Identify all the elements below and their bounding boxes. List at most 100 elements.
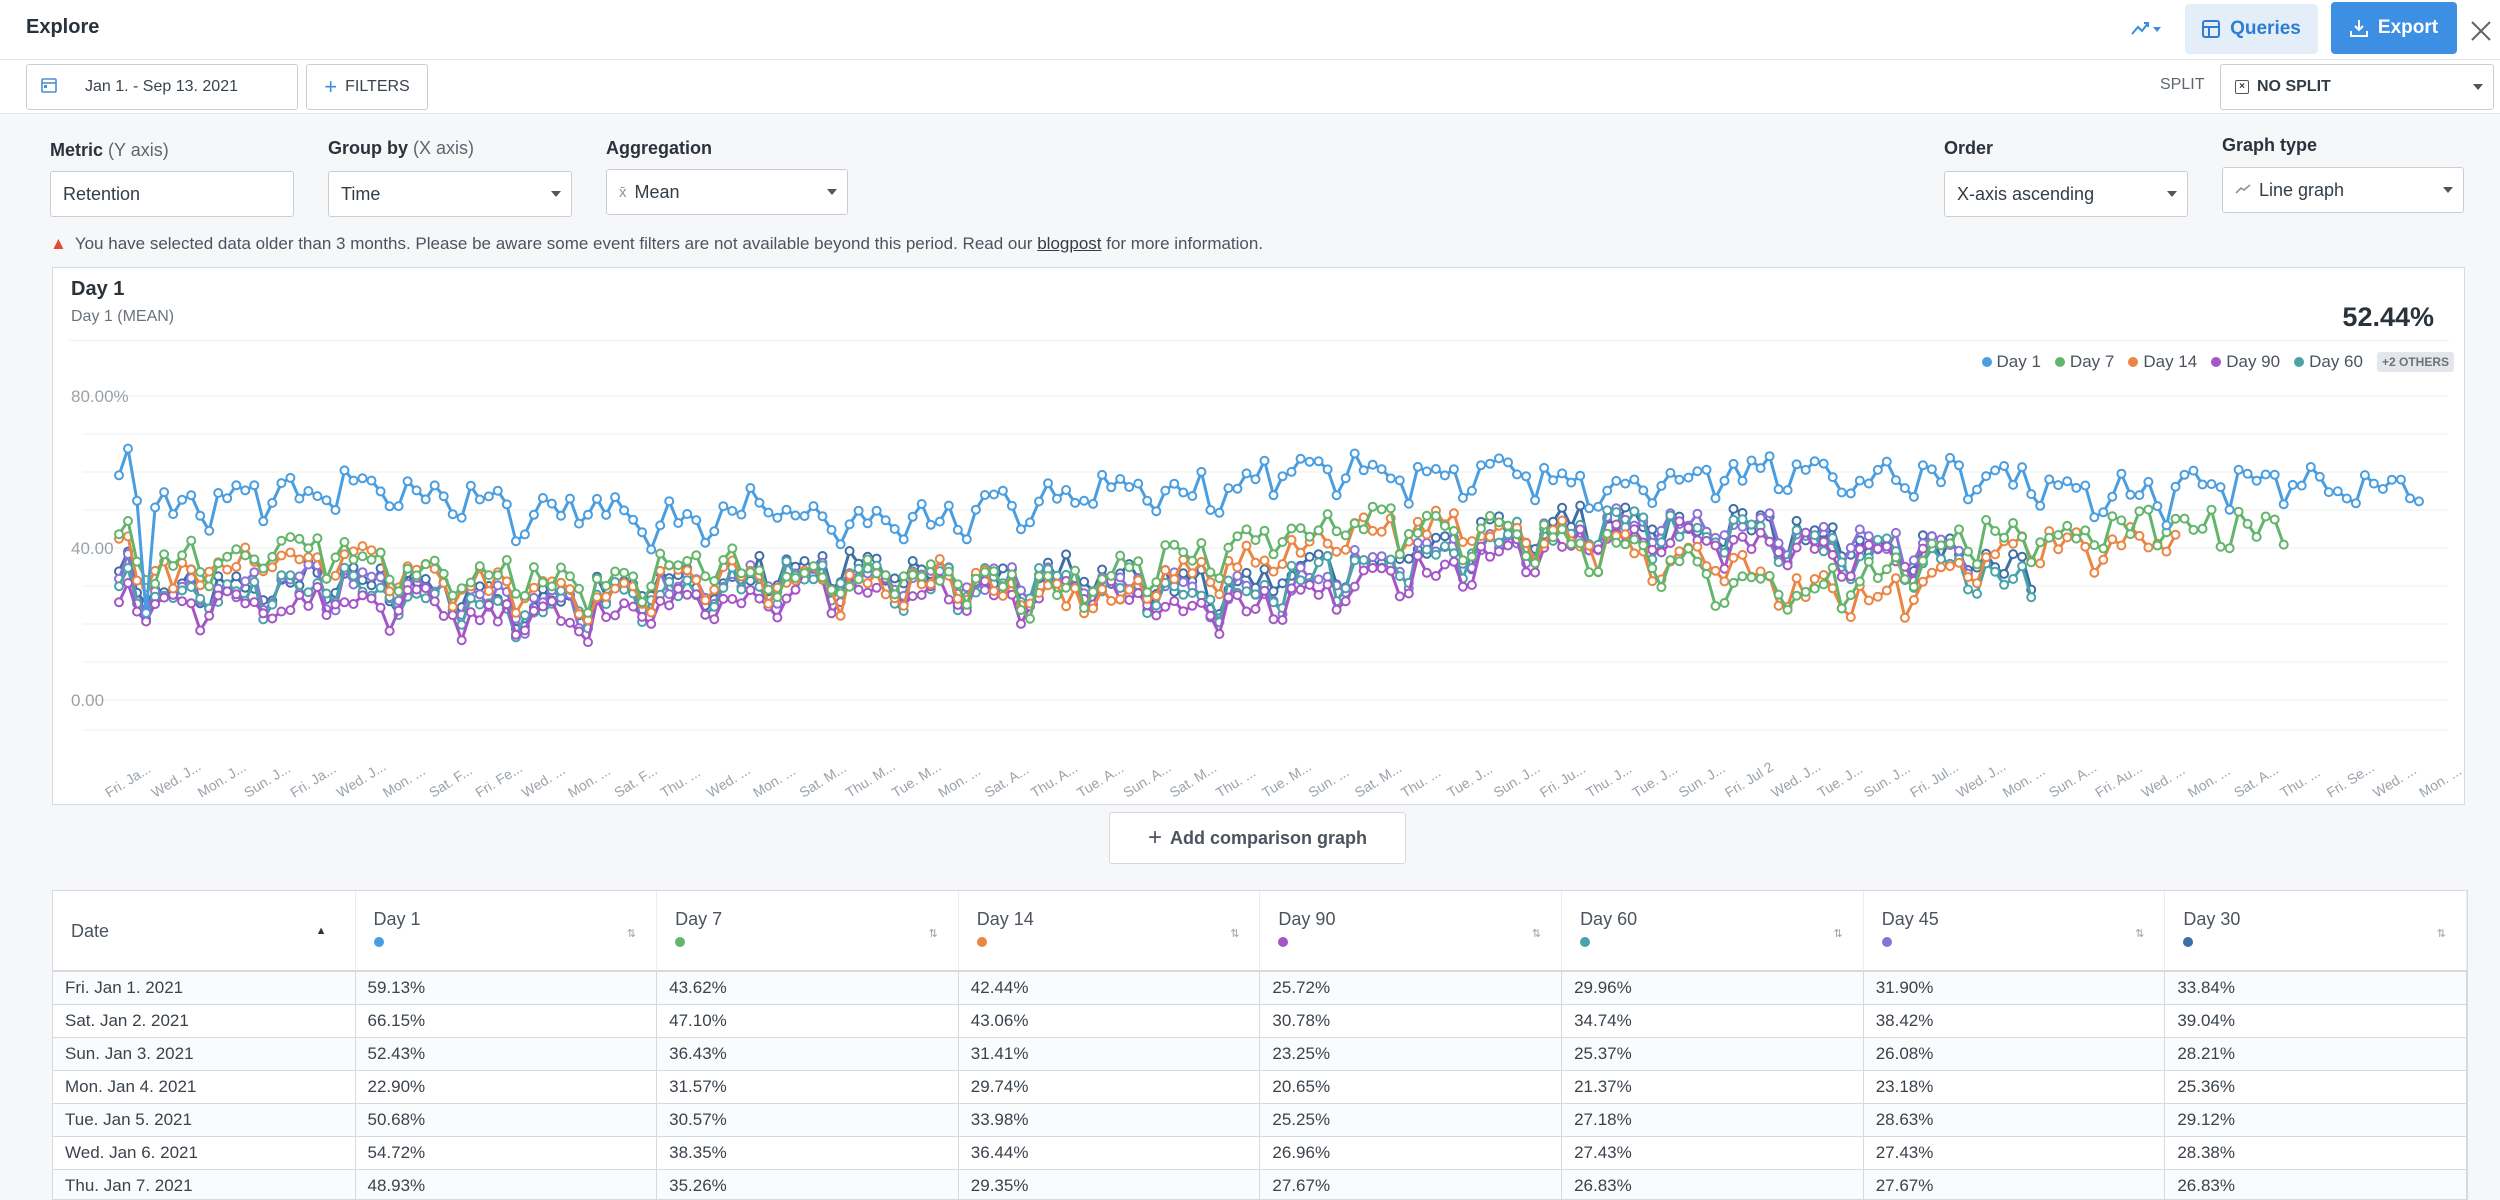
data-point — [907, 511, 918, 522]
data-point — [565, 571, 575, 582]
sort-icon[interactable]: ⇅ — [1531, 928, 1542, 940]
data-point — [411, 570, 422, 581]
sort-icon[interactable]: ⇅ — [2135, 928, 2145, 940]
data-point — [393, 586, 404, 597]
legend-others-badge[interactable]: +2 OTHERS — [2376, 352, 2454, 372]
insight-menu-button[interactable] — [2128, 14, 2164, 44]
column-header-day-14[interactable]: Day 14 ⇅ — [958, 891, 1261, 972]
data-point — [1367, 552, 1378, 562]
data-point — [1773, 557, 1784, 568]
data-point — [1358, 465, 1369, 476]
queries-button[interactable]: Queries — [2185, 4, 2318, 54]
column-header-date[interactable]: Date ▲ — [53, 891, 356, 972]
data-point — [1448, 556, 1459, 567]
data-point — [1241, 468, 1252, 479]
data-point — [1466, 485, 1477, 496]
data-point — [546, 498, 557, 509]
column-header-day-45[interactable]: Day 45 ⇅ — [1863, 891, 2166, 972]
x-tick-label: Tue. M... — [1259, 758, 1314, 801]
data-point — [1611, 519, 1622, 530]
data-point — [1936, 554, 1946, 564]
graph-type-select[interactable]: Line graph — [2222, 167, 2464, 213]
data-point — [2368, 478, 2379, 489]
column-header-day-60[interactable]: Day 60 ⇅ — [1561, 891, 1864, 972]
data-point — [1052, 493, 1062, 504]
sort-icon[interactable]: ⇅ — [1833, 928, 1843, 940]
data-point — [1773, 600, 1784, 611]
split-select[interactable]: × NO SPLIT — [2220, 64, 2494, 110]
column-header-day-1[interactable]: Day 1 ⇅ — [355, 891, 658, 972]
data-point — [1358, 565, 1369, 576]
column-header-day-7[interactable]: Day 7 ⇅ — [656, 891, 959, 972]
data-point — [718, 582, 729, 593]
data-point — [1692, 522, 1703, 533]
chevron-down-icon — [551, 191, 561, 197]
data-point — [438, 611, 449, 621]
data-point — [177, 585, 188, 596]
data-point — [1692, 466, 1703, 477]
export-button[interactable]: Export — [2331, 2, 2457, 54]
x-tick-label: Tue. A... — [1074, 760, 1126, 801]
data-point — [1485, 458, 1495, 469]
column-header-day-30[interactable]: Day 30 ⇅ — [2164, 891, 2467, 972]
x-tick-label: Sat. A... — [2231, 761, 2281, 801]
data-point — [889, 573, 900, 584]
aggregation-select[interactable]: x̄ Mean — [606, 169, 848, 215]
data-point — [1322, 464, 1333, 475]
data-point — [826, 584, 837, 595]
legend-item-day-1[interactable]: Day 1 — [1981, 352, 2041, 372]
data-point — [1629, 524, 1640, 535]
data-point — [574, 626, 584, 637]
data-point — [384, 586, 395, 597]
filters-button[interactable]: + FILTERS — [306, 64, 428, 110]
series-color-dot — [675, 937, 686, 947]
data-point — [2341, 493, 2352, 504]
add-comparison-graph-button[interactable]: + Add comparison graph — [1109, 812, 1406, 864]
data-point — [339, 562, 350, 573]
data-point — [132, 606, 142, 617]
data-point — [1863, 595, 1874, 606]
legend-item-day-7[interactable]: Day 7 — [2054, 352, 2114, 372]
legend-item-day-60[interactable]: Day 60 — [2294, 352, 2363, 372]
sort-icon[interactable]: ⇅ — [1230, 928, 1240, 940]
data-point — [1277, 578, 1288, 589]
data-point — [429, 596, 440, 607]
order-select[interactable]: X-axis ascending — [1944, 171, 2188, 217]
series-day-1[interactable] — [114, 443, 2424, 618]
data-point — [1854, 524, 1865, 535]
data-point — [1809, 530, 1820, 541]
data-point — [1403, 553, 1414, 564]
data-point — [1548, 516, 1559, 527]
data-point — [1439, 559, 1450, 570]
data-point — [1421, 544, 1432, 555]
sort-icon[interactable]: ⇅ — [626, 928, 637, 940]
x-tick-label: Mon. ... — [2000, 762, 2048, 800]
data-point — [1430, 510, 1441, 521]
data-point — [718, 593, 729, 604]
series-day-7[interactable] — [114, 501, 2289, 624]
data-point — [835, 578, 846, 589]
date-range-picker[interactable]: Jan 1. - Sep 13. 2021 — [26, 64, 298, 110]
blogpost-link[interactable]: blogpost — [1037, 234, 1102, 253]
group-by-select[interactable]: Time — [328, 171, 572, 217]
metric-input[interactable]: Retention — [50, 171, 294, 217]
legend-item-day-14[interactable]: Day 14 — [2128, 352, 2197, 372]
x-tick-label: Fri. Se... — [2324, 759, 2377, 801]
data-point — [186, 535, 197, 546]
close-button[interactable] — [2466, 12, 2496, 46]
sort-ascending-icon[interactable]: ▲ — [315, 925, 327, 937]
data-point — [2089, 567, 2100, 578]
data-point — [1439, 541, 1450, 552]
legend-item-day-90[interactable]: Day 90 — [2211, 352, 2280, 372]
sort-icon[interactable]: ⇅ — [928, 928, 938, 940]
data-point — [276, 606, 287, 617]
data-point — [2224, 504, 2235, 515]
data-point — [2269, 469, 2280, 480]
data-point — [1061, 582, 1072, 593]
sort-icon[interactable]: ⇅ — [2436, 928, 2446, 940]
data-point — [2170, 529, 2181, 540]
data-point — [1782, 604, 1793, 615]
column-header-day-90[interactable]: Day 90 ⇅ — [1259, 891, 1563, 972]
data-point — [483, 570, 494, 581]
data-point — [1990, 526, 2001, 536]
